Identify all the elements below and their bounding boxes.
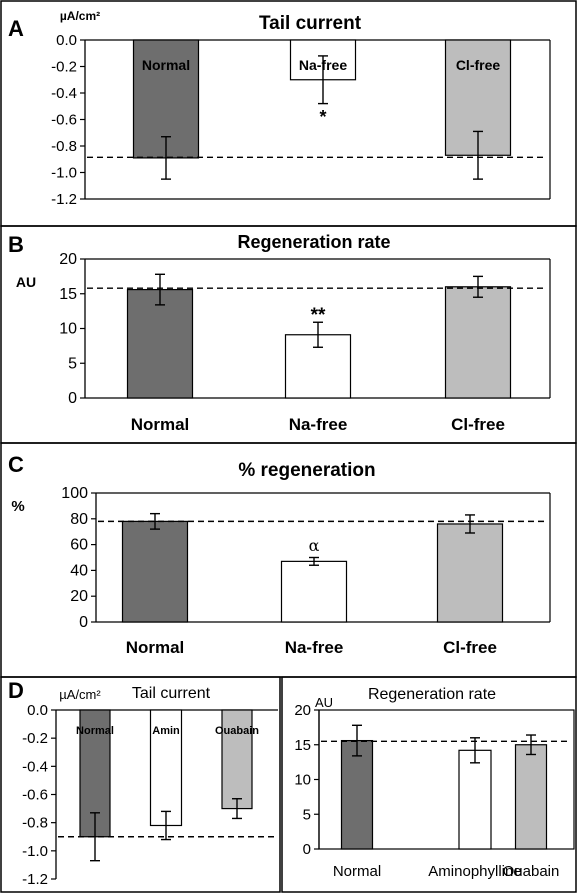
panel-0-y-tick-label: -0.2 xyxy=(51,59,77,76)
panel-letter-d: D xyxy=(8,678,24,703)
panel-2-y-tick-label: 100 xyxy=(61,485,88,502)
panel-letter-b: B xyxy=(8,232,24,257)
panel-4-y-tick-label: 10 xyxy=(294,772,311,789)
panel-1-category-label-1: Na-free xyxy=(289,415,348,434)
panel-4-y-tick-label: 15 xyxy=(294,737,311,754)
panel-2-y-tick-label: 0 xyxy=(79,614,88,631)
panel-0-y-tick-label: -1.2 xyxy=(51,191,77,208)
panel-1-y-tick-label: 15 xyxy=(59,286,77,303)
panel-3-bar-2 xyxy=(221,709,253,810)
panel-a-title: Tail current xyxy=(259,13,362,34)
panel-3-y-tick-label: -0.2 xyxy=(22,730,48,747)
panel-3-y-tick-label: -0.8 xyxy=(22,815,48,832)
panel-0-significance-1: * xyxy=(319,107,326,127)
panel-3-y-tick-label: -0.4 xyxy=(22,758,48,775)
panel-2-y-tick-label: 20 xyxy=(70,588,88,605)
panel-0-y-tick-label: 0.0 xyxy=(56,32,77,49)
panel-d-left-title: Tail current xyxy=(132,685,211,702)
panel-1-y-tick-label: 20 xyxy=(59,251,77,268)
panel-2-significance-1: α xyxy=(309,536,320,555)
panel-4-bar-1 xyxy=(458,749,492,850)
panel-0-y-tick-label: -1.0 xyxy=(51,165,77,182)
panel-0-y-tick-label: -0.4 xyxy=(51,85,77,102)
panel-4-y-tick-label: 0 xyxy=(303,841,311,858)
panel-4-category-label-2: Ouabain xyxy=(503,863,560,880)
panel-b-title: Regeneration rate xyxy=(237,232,390,252)
panel-1-bar-2 xyxy=(444,286,512,399)
panel-2-category-label-1: Na-free xyxy=(285,638,344,657)
panel-1-category-label-0: Normal xyxy=(131,415,190,434)
panel-3-y-tick-label: -0.6 xyxy=(22,787,48,804)
panel-a-ylabel: µA/cm² xyxy=(60,9,100,23)
panel-c-title: % regeneration xyxy=(238,460,375,481)
panel-1-significance-1: ** xyxy=(311,305,326,326)
panel-d-right-ylabel: AU xyxy=(315,695,333,710)
panel-4-y-tick-label: 5 xyxy=(303,806,311,823)
panel-1-y-tick-label: 5 xyxy=(68,355,77,372)
panel-0-category-label-1: Na-free xyxy=(299,57,347,73)
plot-layer: 0.0 -0.2 -0.4 -0.6 -0.8 -1.0 -1.2 Normal Na-free… xyxy=(22,32,575,888)
panel-letter-c: C xyxy=(8,452,24,477)
panel-b-ylabel: AU xyxy=(16,274,36,290)
panel-4-bar-0 xyxy=(340,739,374,850)
panel-2-bar-0 xyxy=(121,520,189,623)
panel-0-y-tick-label: -0.8 xyxy=(51,138,77,155)
panel-3-y-tick-label: -1.0 xyxy=(22,843,48,860)
panel-4-y-tick-label: 20 xyxy=(294,702,311,719)
panel-4-bar-2 xyxy=(514,744,548,850)
panel-2-y-tick-label: 80 xyxy=(70,511,88,528)
panel-4-category-label-1: Aminophylline xyxy=(428,863,521,880)
panel-3-category-label-0: Normal xyxy=(76,725,114,737)
panel-c-ylabel: % xyxy=(11,498,24,515)
panel-2-y-tick-label: 40 xyxy=(70,562,88,579)
panel-1-category-label-2: Cl-free xyxy=(451,415,505,434)
panel-letter-a: A xyxy=(8,16,24,41)
panel-2-bar-1 xyxy=(280,560,348,623)
panel-3-y-tick-label: 0.0 xyxy=(27,702,48,719)
panel-2-y-tick-label: 60 xyxy=(70,537,88,554)
panel-4-category-label-0: Normal xyxy=(333,863,381,880)
panel-3-category-label-2: Ouabain xyxy=(215,725,259,737)
panel-2-bar-2 xyxy=(436,523,504,623)
panel-3-y-tick-label: -1.2 xyxy=(22,871,48,888)
panel-0-category-label-0: Normal xyxy=(142,57,190,73)
panel-2-category-label-2: Cl-free xyxy=(443,638,497,657)
panel-0-category-label-2: Cl-free xyxy=(456,57,501,73)
panel-d-left-frame xyxy=(0,676,281,893)
panel-2-category-label-0: Normal xyxy=(126,638,185,657)
panel-3-category-label-1: Amin xyxy=(152,725,180,737)
panel-1-bar-0 xyxy=(126,288,194,399)
panel-d-right-frame xyxy=(281,676,577,893)
panel-1-y-tick-label: 10 xyxy=(59,321,77,338)
panel-1-y-tick-label: 0 xyxy=(68,390,77,407)
panel-0-y-tick-label: -0.6 xyxy=(51,112,77,129)
panel-d-right-title: Regeneration rate xyxy=(368,686,496,703)
panel-d-left-ylabel: µA/cm² xyxy=(59,687,101,702)
